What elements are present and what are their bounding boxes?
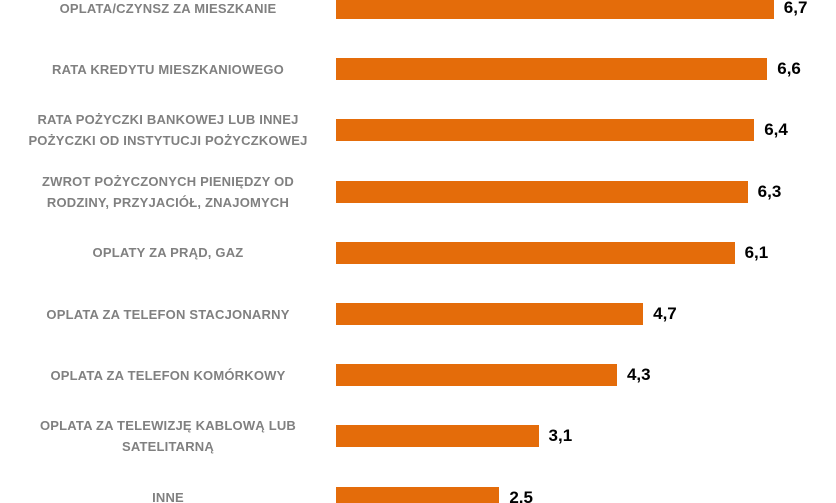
data-label: 2,5: [509, 487, 533, 503]
bar: [336, 180, 748, 203]
data-label: 6,1: [744, 242, 769, 262]
category-label: ZWROT POŻYCZONYCH PIENIĘDZY OD RODZINY, P…: [41, 173, 295, 210]
category-label: OPLATA ZA TELEWIZJĘ KABLOWĄ LUB SATELITAR…: [39, 418, 297, 455]
category-label: OPLATA ZA TELEFON KOMÓRKOWY: [50, 367, 286, 383]
data-label: 6,6: [777, 59, 801, 79]
bar: [336, 241, 735, 264]
data-label: 3,1: [548, 426, 573, 446]
category-label: RATA POŻYCZKI BANKOWEJ LUB INNEJ POŻYCZKI…: [28, 112, 308, 149]
bar: [336, 425, 539, 448]
category-label: OPLATA ZA TELEFON STACJONARNY: [46, 306, 290, 322]
category-label: INNE: [152, 490, 184, 503]
data-label: 6,3: [757, 181, 782, 201]
category-label: OPLATA/CZYNSZ ZA MIESZKANIE: [59, 0, 277, 16]
bar: [336, 486, 500, 503]
data-label: 6,4: [764, 120, 788, 140]
category-label: RATA KREDYTU MIESZKANIOWEGO: [52, 61, 284, 77]
bar: [336, 303, 644, 325]
category-label: OPLATY ZA PRĄD, GAZ: [92, 245, 244, 261]
data-label: 6,7: [783, 0, 808, 17]
data-label: 4,7: [653, 304, 677, 323]
bar: [336, 119, 755, 142]
data-label: 4,3: [626, 365, 651, 385]
bar: [336, 364, 617, 387]
bar: [336, 0, 774, 19]
bar: [336, 58, 768, 81]
